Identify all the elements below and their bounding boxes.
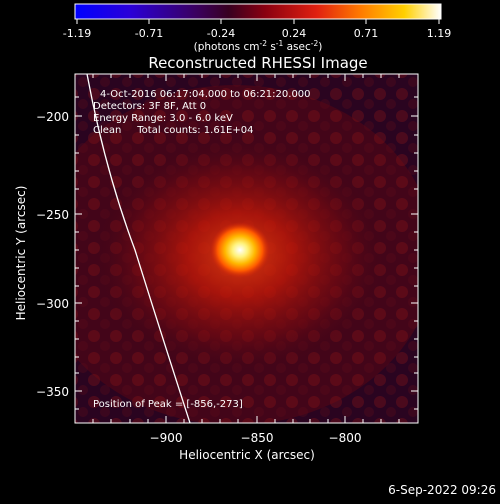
colorbar-units: (photons cm-2 s-1 asec-2) <box>194 39 323 53</box>
colorbar-ticks <box>76 19 440 24</box>
plot-annotations: 4-Oct-2016 06:17:04.000 to 06:21:20.000 … <box>93 89 311 410</box>
rhessi-image <box>75 74 418 423</box>
plot-title: Reconstructed RHESSI Image <box>148 54 367 72</box>
colorbar-tick-label: 1.19 <box>427 27 452 40</box>
annotation-clean: Clean Total counts: 1.61E+04 <box>93 125 253 136</box>
colorbar-gradient <box>74 3 442 20</box>
y-tick-label: −250 <box>36 208 69 222</box>
colorbar: -1.19 -0.71 -0.24 0.24 0.71 1.19 (photon… <box>63 3 452 53</box>
annotation-peak-position: Position of Peak = [-856,-273] <box>93 399 243 410</box>
colorbar-tick-label: -1.19 <box>63 27 91 40</box>
x-tick-label: −900 <box>150 431 183 445</box>
solar-limb-line <box>86 74 191 423</box>
plot-frame <box>74 73 419 424</box>
y-tick-label: −300 <box>36 297 69 311</box>
y-tick-label: −200 <box>36 110 69 124</box>
x-axis-label: Heliocentric X (arcsec) <box>179 448 315 462</box>
colorbar-tick-label: 0.71 <box>354 27 379 40</box>
y-axis-label: Heliocentric Y (arcsec) <box>14 186 28 321</box>
x-tick-label: −850 <box>241 431 274 445</box>
source-peak <box>210 222 270 278</box>
render-timestamp: 6-Sep-2022 09:26 <box>388 483 496 497</box>
y-axis <box>75 96 418 410</box>
y-tick-label: −350 <box>36 385 69 399</box>
x-axis <box>92 74 400 423</box>
colorbar-tick-label: 0.24 <box>282 27 307 40</box>
annotation-energy: Energy Range: 3.0 - 6.0 keV <box>93 113 233 124</box>
annotation-detectors: Detectors: 3F 8F, Att 0 <box>93 101 206 112</box>
colorbar-tick-label: -0.71 <box>135 27 163 40</box>
x-tick-label: −800 <box>329 431 362 445</box>
annotation-time-range: 4-Oct-2016 06:17:04.000 to 06:21:20.000 <box>100 89 311 100</box>
colorbar-tick-label: -0.24 <box>207 27 235 40</box>
